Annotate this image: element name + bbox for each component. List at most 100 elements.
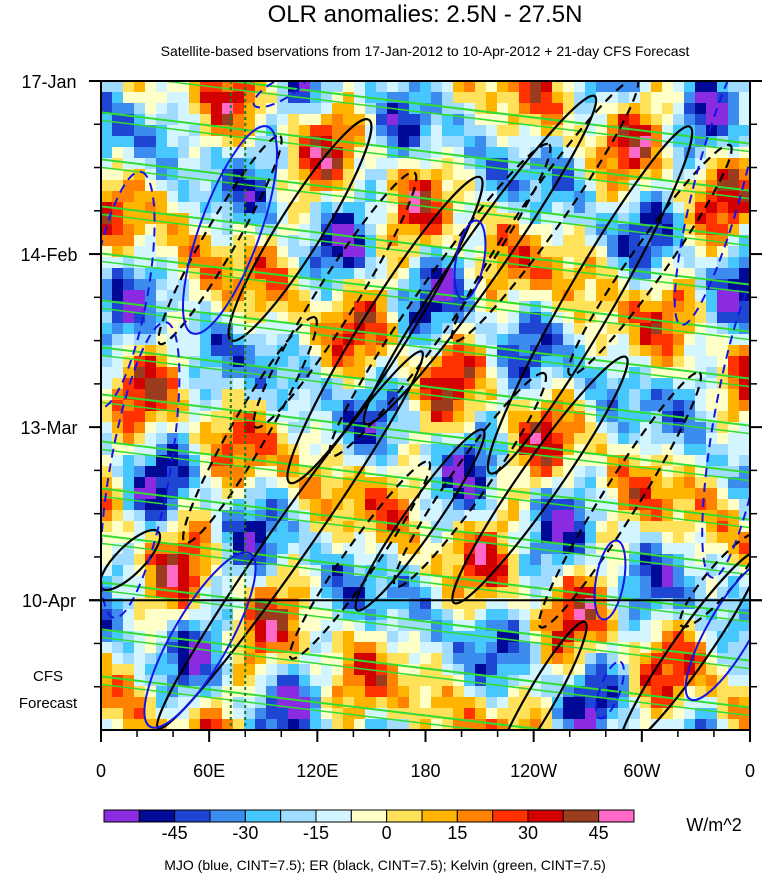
anomaly-cell: [123, 477, 135, 489]
anomaly-cell: [101, 499, 113, 511]
anomaly-cell: [728, 389, 740, 401]
anomaly-cell: [233, 158, 245, 170]
anomaly-cell: [398, 268, 410, 280]
anomaly-cell: [233, 433, 245, 445]
anomaly-cell: [563, 631, 575, 643]
anomaly-cell: [288, 686, 300, 698]
anomaly-cell: [288, 301, 300, 313]
anomaly-cell: [739, 81, 750, 93]
anomaly-cell: [651, 224, 663, 236]
anomaly-cell: [288, 147, 300, 159]
anomaly-cell: [244, 686, 256, 698]
anomaly-cell: [189, 180, 201, 192]
anomaly-cell: [200, 356, 212, 368]
anomaly-cell: [662, 554, 674, 566]
anomaly-cell: [233, 587, 245, 599]
anomaly-cell: [288, 114, 300, 126]
anomaly-cell: [640, 235, 652, 247]
anomaly-cell: [310, 521, 322, 533]
anomaly-cell: [376, 466, 388, 478]
anomaly-cell: [563, 81, 575, 93]
anomaly-cell: [552, 224, 564, 236]
anomaly-cell: [211, 466, 223, 478]
anomaly-cell: [728, 532, 740, 544]
anomaly-cell: [365, 246, 377, 258]
anomaly-cell: [717, 697, 729, 709]
anomaly-cell: [475, 488, 487, 500]
anomaly-cell: [728, 565, 740, 577]
anomaly-cell: [563, 213, 575, 225]
anomaly-cell: [244, 499, 256, 511]
anomaly-cell: [387, 114, 399, 126]
anomaly-cell: [552, 675, 564, 687]
anomaly-cell: [145, 708, 157, 720]
anomaly-cell: [134, 268, 146, 280]
anomaly-cell: [607, 323, 619, 335]
kelvin-contour: [101, 119, 750, 200]
anomaly-cell: [398, 290, 410, 302]
anomaly-cell: [486, 466, 498, 478]
anomaly-cell: [365, 213, 377, 225]
anomaly-cell: [552, 576, 564, 588]
anomaly-cell: [321, 466, 333, 478]
anomaly-cell: [563, 411, 575, 423]
anomaly-cell: [673, 433, 685, 445]
anomaly-cell: [123, 521, 135, 533]
anomaly-cell: [343, 554, 355, 566]
anomaly-cell: [398, 455, 410, 467]
anomaly-cell: [574, 543, 586, 555]
anomaly-cell: [497, 158, 509, 170]
anomaly-cell: [277, 554, 289, 566]
anomaly-cell: [508, 169, 520, 181]
anomaly-cell: [739, 532, 750, 544]
anomaly-cell: [486, 367, 498, 379]
x-tick-label: 120W: [510, 761, 557, 781]
anomaly-cell: [662, 455, 674, 467]
anomaly-cell: [321, 411, 333, 423]
anomaly-cell: [134, 609, 146, 621]
anomaly-cell: [299, 499, 311, 511]
anomaly-cell: [387, 521, 399, 533]
anomaly-cell: [585, 180, 597, 192]
anomaly-cell: [321, 609, 333, 621]
anomaly-cell: [200, 147, 212, 159]
anomaly-cell: [651, 125, 663, 137]
anomaly-cell: [464, 356, 476, 368]
anomaly-cell: [409, 433, 421, 445]
anomaly-cell: [420, 81, 432, 93]
anomaly-cell: [629, 598, 641, 610]
anomaly-cell: [706, 103, 718, 115]
anomaly-cell: [277, 543, 289, 555]
anomaly-cell: [651, 686, 663, 698]
anomaly-cell: [530, 466, 542, 478]
anomaly-cell: [321, 455, 333, 467]
anomaly-cell: [156, 147, 168, 159]
anomaly-cell: [640, 356, 652, 368]
colorbar-swatch: [174, 809, 211, 823]
anomaly-cell: [662, 235, 674, 247]
anomaly-cell: [321, 114, 333, 126]
anomaly-cell: [519, 114, 531, 126]
anomaly-cell: [101, 213, 113, 225]
anomaly-cell: [475, 532, 487, 544]
anomaly-cell: [475, 400, 487, 412]
anomaly-cell: [464, 103, 476, 115]
anomaly-cell: [134, 400, 146, 412]
anomaly-cell: [233, 532, 245, 544]
anomaly-cell: [233, 257, 245, 269]
anomaly-cell: [695, 653, 707, 665]
anomaly-cell: [244, 510, 256, 522]
anomaly-cell: [541, 576, 553, 588]
anomaly-cell: [101, 521, 113, 533]
anomaly-cell: [321, 301, 333, 313]
anomaly-cell: [717, 81, 729, 93]
anomaly-cell: [200, 708, 212, 720]
kelvin-contour: [101, 628, 750, 709]
anomaly-cell: [266, 576, 278, 588]
anomaly-cell: [607, 257, 619, 269]
kelvin-contour: [101, 675, 555, 730]
anomaly-cell: [464, 598, 476, 610]
anomaly-cell: [156, 620, 168, 632]
anomaly-cell: [101, 125, 113, 137]
anomaly-cell: [629, 389, 641, 401]
